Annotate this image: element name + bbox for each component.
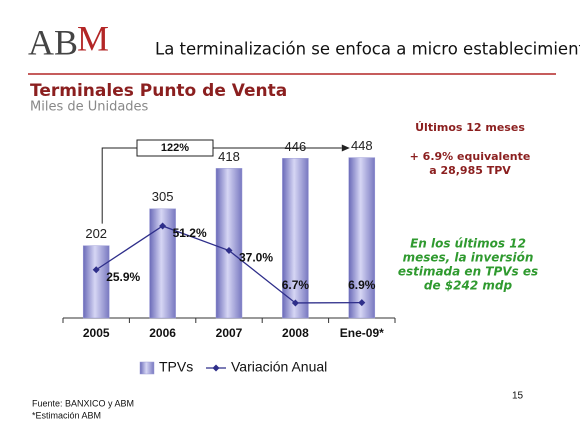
bar	[282, 158, 309, 319]
line-value-label: 51.2%	[173, 226, 207, 240]
legend-swatch	[212, 364, 220, 372]
line-marker	[291, 299, 299, 307]
logo: AB	[28, 22, 78, 62]
note-line: a 28,985 TPV	[429, 164, 511, 177]
x-tick-label: 2005	[83, 326, 110, 340]
chart-subtitle: Miles de Unidades	[30, 100, 149, 115]
footer: *Estimación ABM	[32, 410, 101, 420]
x-tick-label: Ene-09*	[340, 326, 384, 340]
line-marker	[358, 299, 366, 307]
line-marker	[225, 247, 233, 255]
footer: Fuente: BANXICO y ABM	[32, 398, 134, 408]
bar-value-label: 448	[351, 138, 373, 153]
bar-value-label: 202	[85, 226, 107, 241]
legend-label: TPVs	[159, 359, 193, 375]
note-highlight: En los últimos 12	[410, 237, 526, 251]
line-value-label: 25.9%	[106, 270, 140, 284]
line-value-label: 6.7%	[282, 278, 310, 292]
logo: M	[77, 18, 109, 58]
legend-label: Variación Anual	[231, 359, 327, 375]
bar	[215, 168, 243, 319]
note-highlight: de $242 mdp	[424, 279, 513, 293]
line-marker	[92, 266, 100, 274]
x-tick-label: 2006	[149, 326, 176, 340]
legend-swatch	[139, 361, 155, 375]
line-value-label: 6.9%	[348, 278, 376, 292]
note-highlight: meses, la inversión	[403, 251, 534, 265]
line-marker	[159, 222, 167, 230]
page-number: 15	[512, 391, 524, 402]
bar-value-label: 418	[218, 149, 240, 164]
annotation-bracket	[101, 147, 342, 224]
note-heading: Últimos 12 meses	[415, 121, 525, 134]
chart: 2005 2006 2007 2008 Ene-09* 202 305 418 446 448 25…	[62, 138, 396, 375]
bar	[348, 157, 376, 319]
bar-value-label: 446	[285, 139, 307, 154]
annotation-arrow	[341, 144, 350, 152]
line-value-label: 37.0%	[239, 251, 273, 265]
chart-title: Terminales Punto de Venta	[30, 81, 287, 101]
annotation-box	[136, 139, 214, 157]
note-highlight: estimada en TPVs es	[398, 265, 538, 279]
bar	[82, 245, 110, 319]
x-tick-label: 2008	[282, 326, 309, 340]
x-tick-label: 2007	[216, 326, 243, 340]
header-title: La terminalización se enfoca a micro est…	[155, 40, 580, 59]
note-line: + 6.9% equivalente	[410, 150, 531, 163]
annotation: 122%	[161, 142, 189, 154]
bar-value-label: 305	[152, 189, 174, 204]
